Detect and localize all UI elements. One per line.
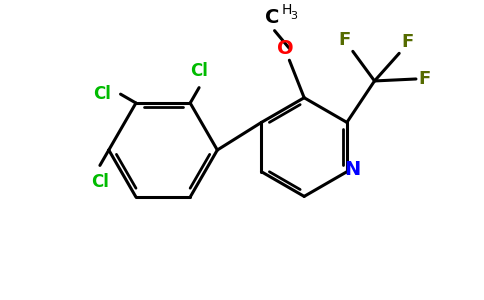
Text: N: N: [345, 160, 361, 179]
Text: F: F: [401, 33, 413, 51]
Text: 3: 3: [290, 11, 297, 21]
Text: F: F: [418, 70, 430, 88]
Text: Cl: Cl: [91, 173, 109, 191]
Text: F: F: [339, 32, 351, 50]
Text: H: H: [282, 3, 292, 17]
Text: Cl: Cl: [190, 62, 208, 80]
Text: Cl: Cl: [93, 85, 111, 103]
Text: C: C: [265, 8, 280, 27]
Text: O: O: [277, 39, 294, 58]
